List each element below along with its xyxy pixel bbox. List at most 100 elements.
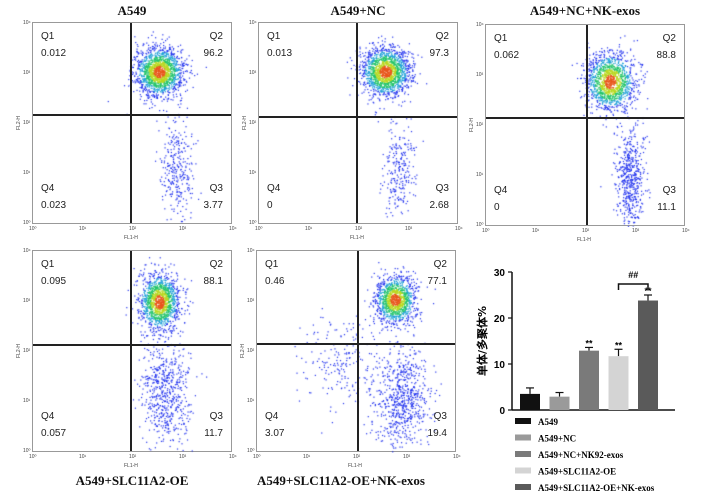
quadrant-vertical-gate[interactable] xyxy=(357,251,359,451)
quadrant-name: Q2 xyxy=(435,31,449,42)
quadrant-name: Q4 xyxy=(267,183,281,194)
legend-label: A549+NC xyxy=(538,434,576,444)
flow-cytometry-plot: Q1 0.062 Q2 88.8 Q4 0 Q3 11.1 xyxy=(485,24,686,227)
quadrant-name: Q2 xyxy=(662,33,676,44)
quadrant-percentage: 0.057 xyxy=(41,428,67,439)
x-tick-label: 10⁴ xyxy=(229,226,237,232)
y-tick-label: 10⁰ xyxy=(247,448,255,454)
x-tick-label: 10⁰ xyxy=(29,454,37,460)
quadrant-percentage: 97.3 xyxy=(429,48,449,59)
bar xyxy=(549,396,570,410)
x-tick-label: 10³ xyxy=(405,226,413,232)
quadrant-name: Q4 xyxy=(494,185,508,196)
comparison-bracket xyxy=(617,283,649,290)
y-tick-label: 10⁴ xyxy=(476,22,484,28)
legend-swatch xyxy=(515,434,531,441)
quadrant-name: Q3 xyxy=(209,411,223,422)
quadrant-horizontal-gate[interactable] xyxy=(257,343,455,345)
flow-cytometry-plot: Q1 0.013 Q2 97.3 Q4 0 Q3 2.68 xyxy=(258,22,459,225)
y-tick-label: 10⁰ xyxy=(23,220,31,226)
y-tick-label: 10¹ xyxy=(249,170,257,176)
quadrant-name: Q3 xyxy=(209,183,223,194)
quadrant-percentage: 0.012 xyxy=(41,48,67,59)
quadrant-percentage: 96.2 xyxy=(203,48,223,59)
x-tick-label: 10⁰ xyxy=(253,454,261,460)
y-axis-label: FL2-H xyxy=(15,116,22,130)
quadrant-horizontal-gate[interactable] xyxy=(33,114,231,116)
quadrant-horizontal-gate[interactable] xyxy=(259,116,457,118)
y-tick-label: 10² xyxy=(476,122,484,128)
quadrant-name: Q4 xyxy=(41,183,55,194)
plot-title: A549+NC xyxy=(330,3,386,18)
x-axis-label: FL1-H xyxy=(124,235,138,241)
x-axis-label: FL1-H xyxy=(124,463,138,469)
quadrant-name: Q2 xyxy=(433,259,447,270)
y-tick-label: 10⁴ xyxy=(247,248,255,254)
comparison-marker: ## xyxy=(628,270,638,280)
quadrant-name: Q3 xyxy=(433,411,447,422)
x-tick-label: 10³ xyxy=(403,454,411,460)
quadrant-percentage: 0.095 xyxy=(41,276,67,287)
x-tick-label: 10¹ xyxy=(305,226,313,232)
quadrant-name: Q2 xyxy=(209,31,223,42)
legend-label: A549+NC+NK92-exos xyxy=(538,450,624,460)
y-tick-label: 10⁰ xyxy=(476,222,484,228)
quadrant-horizontal-gate[interactable] xyxy=(486,117,684,119)
y-tick-label: 10⁴ xyxy=(23,20,31,26)
y-axis-label: FL2-H xyxy=(15,344,22,358)
x-axis-label: FL1-H xyxy=(348,463,362,469)
quadrant-percentage: 88.1 xyxy=(203,276,223,287)
quadrant-vertical-gate[interactable] xyxy=(130,23,132,223)
x-tick-label: 10⁴ xyxy=(455,226,463,232)
x-tick-label: 10² xyxy=(355,226,363,232)
x-tick-label: 10⁴ xyxy=(682,228,690,234)
quadrant-name: Q2 xyxy=(209,259,223,270)
quadrant-name: Q1 xyxy=(41,259,55,270)
y-tick-label: 0 xyxy=(499,406,505,417)
quadrant-vertical-gate[interactable] xyxy=(130,251,132,451)
quadrant-vertical-gate[interactable] xyxy=(356,23,358,223)
x-tick-label: 10³ xyxy=(632,228,640,234)
quadrant-horizontal-gate[interactable] xyxy=(33,344,231,346)
x-tick-label: 10⁰ xyxy=(255,226,263,232)
x-tick-label: 10³ xyxy=(179,226,187,232)
y-tick-label: 10¹ xyxy=(23,398,31,404)
quadrant-percentage: 0.46 xyxy=(265,276,285,287)
bar-chart: 0 10 20 30 单体/多聚体% A549 A549+NC ** A549+NC+NK92-… xyxy=(475,268,675,493)
y-tick-label: 20 xyxy=(494,314,506,325)
plot-title: A549+SLC11A2-OE+NK-exos xyxy=(257,473,425,488)
quadrant-name: Q1 xyxy=(494,33,508,44)
x-tick-label: 10⁰ xyxy=(482,228,490,234)
x-tick-label: 10¹ xyxy=(303,454,311,460)
significance-marker: ** xyxy=(644,286,652,296)
x-tick-label: 10² xyxy=(582,228,590,234)
y-tick-label: 10² xyxy=(23,120,31,126)
x-tick-label: 10⁴ xyxy=(453,454,461,460)
significance-marker: ** xyxy=(585,338,593,348)
y-tick-label: 10² xyxy=(23,348,31,354)
quadrant-name: Q4 xyxy=(265,411,279,422)
quadrant-percentage: 11.1 xyxy=(657,202,676,213)
quadrant-name: Q3 xyxy=(662,185,676,196)
y-tick-label: 10³ xyxy=(23,70,31,76)
y-tick-label: 10³ xyxy=(476,72,484,78)
y-tick-label: 10 xyxy=(494,360,506,371)
quadrant-vertical-gate[interactable] xyxy=(586,25,588,225)
y-tick-label: 10³ xyxy=(247,298,255,304)
x-tick-label: 10² xyxy=(353,454,361,460)
plot-title: A549 xyxy=(117,3,147,18)
quadrant-percentage: 3.77 xyxy=(203,200,223,211)
y-axis-label: FL2-H xyxy=(241,116,248,130)
quadrant-percentage: 88.8 xyxy=(656,50,676,61)
y-axis-label: FL2-H xyxy=(239,344,246,358)
y-tick-label: 10³ xyxy=(23,298,31,304)
quadrant-percentage: 0 xyxy=(267,200,273,211)
y-tick-label: 10¹ xyxy=(476,172,484,178)
plot-title: A549+SLC11A2-OE xyxy=(75,473,189,488)
legend-swatch xyxy=(515,418,531,424)
x-tick-label: 10³ xyxy=(179,454,187,460)
y-tick-label: 30 xyxy=(494,268,506,279)
significance-marker: ** xyxy=(615,340,623,350)
y-tick-label: 10⁰ xyxy=(249,220,257,226)
legend-swatch xyxy=(515,484,531,490)
